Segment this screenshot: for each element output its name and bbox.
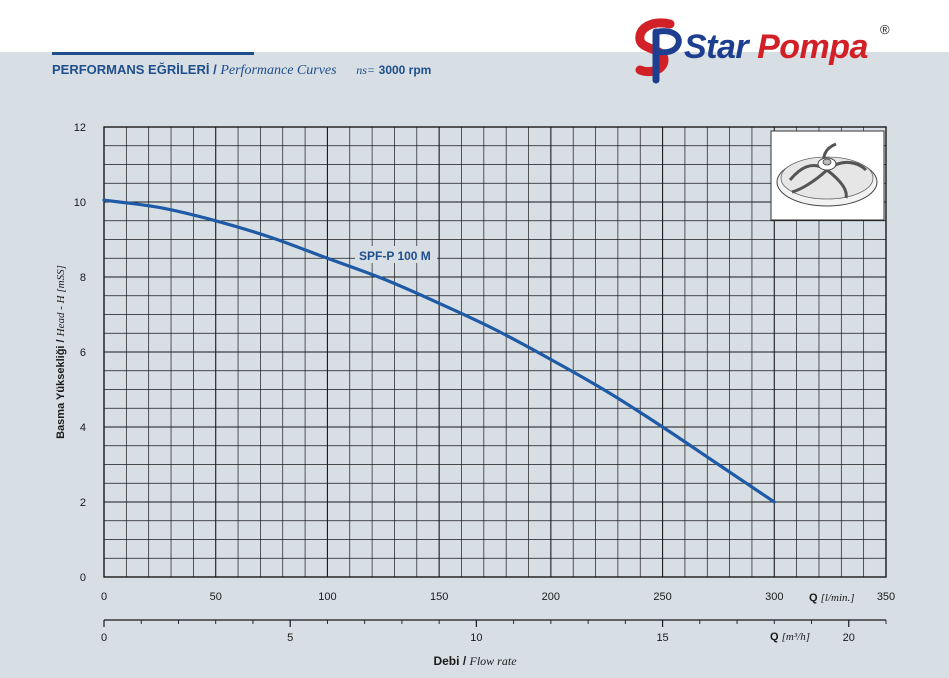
title-separator: / [213, 62, 217, 77]
x-tick-label: 0 [101, 591, 107, 603]
x-tick-label: 200 [542, 591, 560, 603]
secondary-x-axis: 0 5 10 15 20 [101, 619, 887, 644]
title-english: Performance Curves [220, 63, 337, 78]
y-tick-label: 0 [80, 572, 86, 584]
x-tick-label: 100 [318, 591, 336, 603]
x-tick-labels: 0 50 100 150 200 250 300 350 [101, 591, 895, 603]
logo-word-star: Star [684, 28, 749, 66]
x2-tick-label: 5 [287, 632, 293, 644]
x-unit-symbol: Q [809, 592, 818, 604]
star-pompa-logo: Star Pompa ® [630, 18, 900, 88]
x2-tick-label: 10 [470, 632, 482, 644]
y-tick-label: 2 [80, 497, 86, 509]
title-turkish: PERFORMANS EĞRİLERİ [52, 62, 210, 77]
x-axis-title: Debi / Flow rate [433, 654, 517, 668]
x-axis-title-sep: / [463, 654, 467, 668]
y-axis-title: Basma Yüksekliği / Head - H [mSS] [55, 265, 67, 439]
y-tick-label: 10 [74, 197, 86, 209]
series-label: SPF-P 100 M [359, 249, 431, 263]
plot-area-border [103, 126, 887, 578]
x-tick-label: 350 [877, 591, 895, 603]
x-axis-title-tr: Debi [433, 654, 459, 668]
y-tick-label: 8 [80, 272, 86, 284]
registered-mark: ® [880, 22, 890, 37]
x-axis-title-en: Flow rate [469, 654, 518, 668]
x2-unit-symbol: Q [770, 631, 779, 643]
speed-value: 3000 rpm [378, 63, 432, 77]
y-tick-label: 6 [80, 347, 86, 359]
x-unit-label: Q [l/min.] [809, 592, 855, 604]
logo-mark-icon [635, 18, 682, 84]
x-tick-label: 300 [765, 591, 783, 603]
logo-wordmark: Star Pompa [684, 28, 868, 67]
grid [104, 127, 886, 577]
header-underline [52, 52, 254, 55]
x2-unit: [m³/h] [782, 631, 810, 643]
x2-tick-label: 20 [843, 632, 855, 644]
impeller-illustration [770, 130, 885, 221]
series-label-background [355, 246, 437, 263]
y-tick-labels: 0 2 4 6 8 10 12 [74, 122, 86, 584]
x-tick-label: 250 [653, 591, 671, 603]
speed-label: ns= [356, 63, 376, 77]
x2-tick-label: 0 [101, 632, 107, 644]
y-axis-title-en: Head - H [mSS] [55, 265, 67, 337]
x2-tick-label: 15 [656, 632, 668, 644]
series-line-spf-p-100-m [102, 198, 776, 504]
logo-word-pompa: Pompa [757, 28, 868, 66]
page-title: PERFORMANS EĞRİLERİ / Performance Curves… [52, 62, 431, 79]
y-tick-label: 12 [74, 122, 86, 134]
y-tick-label: 4 [80, 422, 86, 434]
y-axis-title-sep: / [55, 339, 67, 342]
x-tick-label: 50 [210, 591, 222, 603]
x-tick-label: 150 [430, 591, 448, 603]
x2-unit-label: Q [m³/h] [770, 631, 810, 643]
header-band [0, 0, 949, 52]
y-axis-title-tr: Basma Yüksekliği [55, 346, 67, 439]
x-unit: [l/min.] [821, 592, 855, 604]
